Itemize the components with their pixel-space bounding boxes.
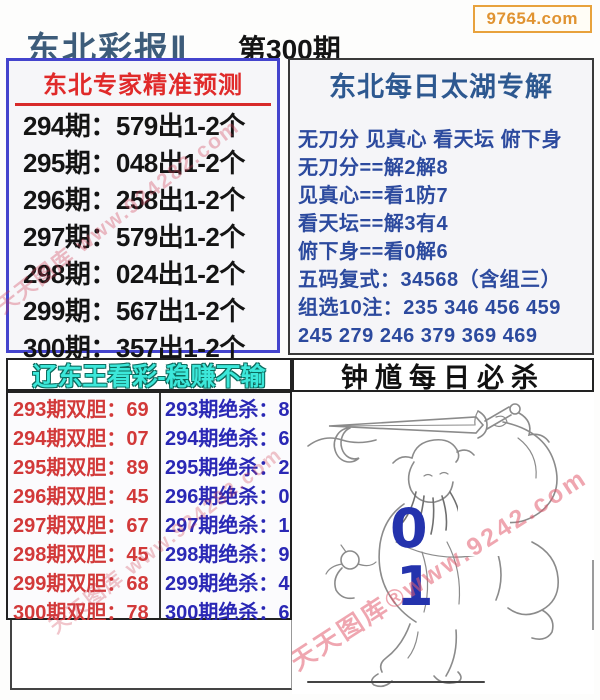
juesha-row: 297期绝杀：1: [165, 515, 290, 537]
expert-prediction-panel: 东北专家精准预测 294期：579出1-2个 295期：048出1-2个 296…: [6, 58, 280, 363]
juesha-row: 298期绝杀：9: [165, 544, 290, 566]
zhongkui-title: 钟馗每日必杀: [341, 362, 545, 393]
taihu-line: 无刀分 见真心 看天坛 俯下身: [298, 129, 563, 151]
juesha-row: 296期绝杀：0: [165, 486, 290, 508]
juesha-row: 299期绝杀：4: [165, 573, 290, 595]
shuangdan-column: 293期双胆：69 294期双胆：07 295期双胆：89 296期双胆：45 …: [8, 393, 159, 624]
zhongkui-drawing: 0 1 天天图库®www.9242.com: [292, 392, 594, 694]
expert-row: 299期：567出1-2个: [23, 296, 245, 326]
shuangdan-row: 297期双胆：67: [13, 515, 149, 537]
expert-row: 296期：258出1-2个: [23, 185, 245, 215]
shuangdan-row: 298期双胆：45: [13, 544, 149, 566]
expert-row: 295期：048出1-2个: [23, 148, 245, 178]
expert-row: 294期：579出1-2个: [23, 111, 245, 141]
taihu-line: 组选10注：235 346 456 459: [298, 297, 561, 319]
expert-row: 297期：579出1-2个: [23, 222, 245, 252]
shuangdan-row: 296期双胆：45: [13, 486, 149, 508]
taihu-line: 看天坛==解3有4: [298, 213, 449, 235]
expert-rows: 294期：579出1-2个 295期：048出1-2个 296期：258出1-2…: [9, 106, 277, 363]
taihu-line: 无刀分==解2解8: [298, 157, 449, 179]
zhongkui-title-box: 钟馗每日必杀: [292, 358, 594, 393]
kill-number-1: 1: [396, 555, 434, 618]
liaodong-title-box: 辽东王看彩-稳赚不输: [6, 358, 292, 391]
shuangdan-row: 299期双胆：68: [13, 573, 149, 595]
taihu-analysis-panel: 东北每日太湖专解 无刀分 见真心 看天坛 俯下身 无刀分==解2解8 见真心==…: [288, 58, 594, 355]
expert-panel-title: 东北专家精准预测: [15, 61, 271, 106]
right-border-segment: [592, 560, 594, 630]
liaodong-title: 辽东王看彩-稳赚不输: [32, 362, 266, 391]
shuangdan-row: 294期双胆：07: [13, 428, 149, 450]
juesha-row: 300期绝杀：6: [165, 602, 290, 624]
taihu-line: 五码复式：34568（含组三）: [298, 269, 562, 291]
zhongkui-line-art: [307, 403, 559, 688]
liaodong-table: 293期双胆：69 294期双胆：07 295期双胆：89 296期双胆：45 …: [6, 391, 292, 624]
shuangdan-row: 300期双胆：78: [13, 602, 149, 624]
taihu-line: 见真心==看1防7: [298, 185, 449, 207]
site-url-badge: 97654.com: [472, 5, 592, 33]
juesha-row: 293期绝杀：8: [165, 399, 290, 421]
taihu-panel-title: 东北每日太湖专解: [329, 72, 553, 102]
kill-number-0: 0: [390, 497, 428, 560]
juesha-column: 293期绝杀：8 294期绝杀：6 295期绝杀：2 296期绝杀：0 297期…: [159, 393, 290, 624]
taihu-lines: 无刀分 见真心 看天坛 俯下身 无刀分==解2解8 见真心==看1防7 看天坛=…: [290, 104, 592, 350]
expert-row: 298期：024出1-2个: [23, 259, 245, 289]
empty-bottom-box: [10, 620, 292, 690]
censor-box: [458, 464, 510, 556]
taihu-line: 245 279 246 379 369 469: [298, 325, 538, 347]
juesha-row: 295期绝杀：2: [165, 457, 290, 479]
taihu-line: 俯下身==看0解6: [298, 241, 449, 263]
shuangdan-row: 293期双胆：69: [13, 399, 149, 421]
shuangdan-row: 295期双胆：89: [13, 457, 149, 479]
juesha-row: 294期绝杀：6: [165, 428, 290, 450]
